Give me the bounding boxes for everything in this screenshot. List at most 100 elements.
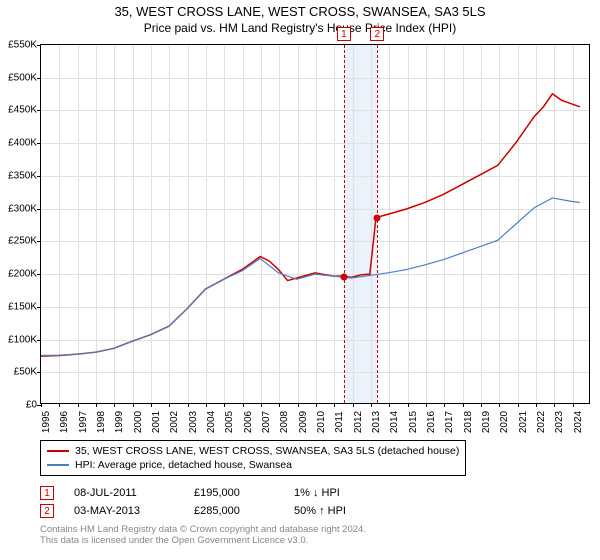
legend-label: HPI: Average price, detached house, Swan… <box>75 459 292 471</box>
y-axis-label: £100K <box>1 334 37 345</box>
x-tick <box>426 403 427 407</box>
sale-price: £195,000 <box>194 487 274 499</box>
x-tick <box>463 403 464 407</box>
x-tick <box>518 403 519 407</box>
y-tick <box>37 176 41 177</box>
x-axis-label: 2007 <box>261 411 272 433</box>
y-axis-label: £300K <box>1 203 37 214</box>
footer-line1: Contains HM Land Registry data © Crown c… <box>40 524 366 535</box>
x-axis-label: 1999 <box>114 411 125 433</box>
x-axis-label: 2017 <box>444 411 455 433</box>
x-axis-label: 2004 <box>206 411 217 433</box>
x-tick <box>133 403 134 407</box>
y-axis-label: £350K <box>1 170 37 181</box>
y-tick <box>37 307 41 308</box>
x-axis-label: 2022 <box>536 411 547 433</box>
y-tick <box>37 340 41 341</box>
y-tick <box>37 209 41 210</box>
plot-area: £0£50K£100K£150K£200K£250K£300K£350K£400… <box>40 44 590 404</box>
x-axis-label: 2011 <box>334 411 345 433</box>
x-tick <box>59 403 60 407</box>
x-axis-label: 2005 <box>224 411 235 433</box>
x-axis-label: 2023 <box>554 411 565 433</box>
legend-box: 35, WEST CROSS LANE, WEST CROSS, SWANSEA… <box>40 440 466 476</box>
x-axis-label: 2018 <box>463 411 474 433</box>
x-axis-label: 2008 <box>279 411 290 433</box>
sale-date: 03-MAY-2013 <box>74 505 174 517</box>
sale-index-box: 1 <box>40 486 54 500</box>
x-tick <box>371 403 372 407</box>
sale-marker-line <box>344 45 345 403</box>
x-tick <box>353 403 354 407</box>
x-axis-label: 2003 <box>188 411 199 433</box>
x-axis-label: 2001 <box>151 411 162 433</box>
legend-swatch <box>47 464 69 466</box>
chart-subtitle: Price paid vs. HM Land Registry's House … <box>0 21 600 35</box>
legend-entry: 35, WEST CROSS LANE, WEST CROSS, SWANSEA… <box>47 444 459 458</box>
y-axis-label: £450K <box>1 105 37 116</box>
y-tick <box>37 45 41 46</box>
sale-price: £285,000 <box>194 505 274 517</box>
x-tick <box>224 403 225 407</box>
x-tick <box>499 403 500 407</box>
x-tick <box>536 403 537 407</box>
y-axis-label: £50K <box>1 367 37 378</box>
y-tick <box>37 78 41 79</box>
x-axis-label: 1997 <box>78 411 89 433</box>
sale-marker-box: 1 <box>337 27 351 41</box>
sale-point <box>340 274 347 281</box>
x-tick <box>408 403 409 407</box>
y-tick <box>37 241 41 242</box>
x-axis-label: 1996 <box>59 411 70 433</box>
x-tick <box>41 403 42 407</box>
y-axis-label: £200K <box>1 269 37 280</box>
legend-entry: HPI: Average price, detached house, Swan… <box>47 458 459 472</box>
y-tick <box>37 274 41 275</box>
y-tick <box>37 372 41 373</box>
x-tick <box>316 403 317 407</box>
x-axis-label: 1998 <box>96 411 107 433</box>
x-tick <box>298 403 299 407</box>
x-axis-label: 2002 <box>169 411 180 433</box>
y-axis-label: £400K <box>1 138 37 149</box>
y-tick <box>37 110 41 111</box>
x-axis-label: 2006 <box>243 411 254 433</box>
sale-date: 08-JUL-2011 <box>74 487 174 499</box>
x-axis-label: 2020 <box>499 411 510 433</box>
x-axis-label: 2021 <box>518 411 529 433</box>
sale-point <box>374 215 381 222</box>
y-axis-label: £550K <box>1 40 37 51</box>
x-axis-label: 2016 <box>426 411 437 433</box>
sale-row: 1 08-JUL-2011 £195,000 1% ↓ HPI <box>40 484 590 502</box>
x-axis-label: 2015 <box>408 411 419 433</box>
x-tick <box>78 403 79 407</box>
x-axis-label: 2012 <box>353 411 364 433</box>
x-axis-label: 2014 <box>389 411 400 433</box>
x-tick <box>573 403 574 407</box>
x-axis-label: 2019 <box>481 411 492 433</box>
y-axis-label: £250K <box>1 236 37 247</box>
x-tick <box>169 403 170 407</box>
sale-pct-change: 50% ↑ HPI <box>294 505 374 517</box>
sale-pct-change: 1% ↓ HPI <box>294 487 374 499</box>
x-tick <box>96 403 97 407</box>
series-line <box>41 198 580 356</box>
legend-swatch <box>47 450 69 452</box>
sale-row: 203-MAY-2013£285,00050% ↑ HPI <box>40 502 590 520</box>
sales-table: 108-JUL-2011£195,0001% ↓ HPI203-MAY-2013… <box>40 484 590 520</box>
x-tick <box>261 403 262 407</box>
footer-attribution: Contains HM Land Registry data © Crown c… <box>40 524 366 547</box>
x-tick <box>151 403 152 407</box>
chart-title: 35, WEST CROSS LANE, WEST CROSS, SWANSEA… <box>0 0 600 21</box>
x-tick <box>114 403 115 407</box>
sale-marker-line <box>377 45 378 403</box>
plot-svg <box>41 45 589 403</box>
x-axis-label: 2010 <box>316 411 327 433</box>
x-tick <box>444 403 445 407</box>
x-tick <box>389 403 390 407</box>
legend-label: 35, WEST CROSS LANE, WEST CROSS, SWANSEA… <box>75 445 459 457</box>
y-axis-label: £0 <box>1 400 37 411</box>
x-tick <box>206 403 207 407</box>
y-axis-label: £150K <box>1 301 37 312</box>
x-axis-label: 2013 <box>371 411 382 433</box>
